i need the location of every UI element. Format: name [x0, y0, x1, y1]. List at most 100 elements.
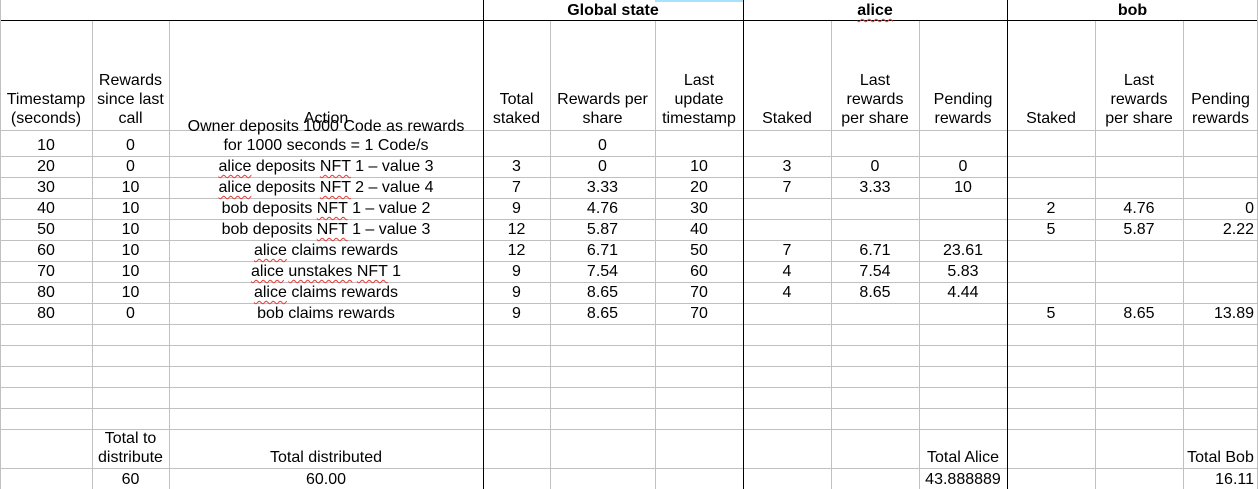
total-distributed-value[interactable]: 60.00 — [169, 470, 483, 489]
header-rewards-per-share[interactable]: Rewards per share — [550, 90, 655, 128]
cell-b-st[interactable]: 5 — [1007, 220, 1095, 239]
cell-a-st[interactable]: 7 — [743, 241, 831, 260]
cell-rps[interactable]: 8.65 — [550, 304, 655, 323]
cell-last[interactable]: 70 — [655, 283, 743, 302]
header-alice-last-rewards-per-share[interactable]: Last rewards per share — [831, 71, 919, 128]
cell-ts[interactable]: 80 — [0, 304, 92, 323]
cell-total[interactable]: 9 — [483, 199, 550, 218]
cell-a-pr[interactable]: 5.83 — [919, 262, 1007, 281]
cell-total[interactable]: 7 — [483, 178, 550, 197]
action-cell[interactable]: bob deposits NFT 1 – value 3 — [169, 220, 483, 239]
cell-ts[interactable]: 20 — [0, 157, 92, 176]
header-timestamp[interactable]: Timestamp (seconds) — [0, 90, 92, 128]
cell-total[interactable]: 9 — [483, 283, 550, 302]
cell-b-st[interactable]: 5 — [1007, 304, 1095, 323]
cell-a-pr[interactable]: 4.44 — [919, 283, 1007, 302]
cell-ts[interactable]: 50 — [0, 220, 92, 239]
action-cell[interactable]: Owner deposits 1000 Code as rewards for 1… — [169, 117, 483, 155]
cell-rps[interactable]: 6.71 — [550, 241, 655, 260]
cell-ts[interactable]: 40 — [0, 199, 92, 218]
header-rewards-since-last-call[interactable]: Rewards since last call — [92, 71, 169, 128]
header-bob-staked[interactable]: Staked — [1007, 109, 1095, 128]
header-alice-staked[interactable]: Staked — [743, 109, 831, 128]
cell-ts[interactable]: 60 — [0, 241, 92, 260]
cell-last[interactable]: 40 — [655, 220, 743, 239]
cell-b-pr[interactable]: 2.22 — [1183, 220, 1258, 239]
total-distributed-label[interactable]: Total distributed — [169, 448, 483, 467]
cell-last[interactable]: 60 — [655, 262, 743, 281]
cell-rs[interactable]: 10 — [92, 199, 169, 218]
cell-b-lr[interactable]: 5.87 — [1095, 220, 1183, 239]
header-bob-pending-rewards[interactable]: Pending rewards — [1183, 90, 1258, 128]
group-bob[interactable]: bob — [1007, 1, 1258, 20]
cell-b-lr[interactable]: 4.76 — [1095, 199, 1183, 218]
cell-b-pr[interactable]: 13.89 — [1183, 304, 1258, 323]
cell-last[interactable]: 70 — [655, 304, 743, 323]
cell-total[interactable]: 9 — [483, 304, 550, 323]
total-bob-value[interactable]: 16.11 — [1183, 470, 1258, 489]
cell-b-st[interactable]: 2 — [1007, 199, 1095, 218]
cell-total[interactable]: 12 — [483, 220, 550, 239]
action-cell[interactable]: alice deposits NFT 2 – value 4 — [169, 178, 483, 197]
cell-rps[interactable]: 5.87 — [550, 220, 655, 239]
action-cell[interactable]: alice claims rewards — [169, 241, 483, 260]
cell-rps[interactable]: 0 — [550, 157, 655, 176]
cell-a-lr[interactable]: 7.54 — [831, 262, 919, 281]
cell-total[interactable]: 3 — [483, 157, 550, 176]
cell-rps[interactable]: 3.33 — [550, 178, 655, 197]
cell-ts[interactable]: 10 — [0, 136, 92, 155]
total-to-distribute-label[interactable]: Total to distribute — [92, 429, 169, 467]
cell-total[interactable]: 9 — [483, 262, 550, 281]
cell-last[interactable]: 20 — [655, 178, 743, 197]
cell-ts[interactable]: 30 — [0, 178, 92, 197]
cell-rs[interactable]: 0 — [92, 157, 169, 176]
header-last-update-timestamp[interactable]: Last update timestamp — [655, 71, 743, 128]
cell-rps[interactable]: 0 — [550, 136, 655, 155]
cell-rps[interactable]: 8.65 — [550, 283, 655, 302]
cell-rs[interactable]: 10 — [92, 220, 169, 239]
cell-a-lr[interactable]: 6.71 — [831, 241, 919, 260]
cell-rps[interactable]: 4.76 — [550, 199, 655, 218]
group-alice[interactable]: alice — [743, 1, 1007, 20]
header-total-staked[interactable]: Total staked — [483, 90, 550, 128]
cell-rs[interactable]: 0 — [92, 136, 169, 155]
cell-total[interactable]: 12 — [483, 241, 550, 260]
cell-rps[interactable]: 7.54 — [550, 262, 655, 281]
cell-a-lr[interactable]: 8.65 — [831, 283, 919, 302]
cell-last[interactable]: 10 — [655, 157, 743, 176]
group-global-state[interactable]: Global state — [483, 1, 743, 20]
action-cell[interactable]: alice deposits NFT 1 – value 3 — [169, 157, 483, 176]
cell-ts[interactable]: 70 — [0, 262, 92, 281]
cell-a-st[interactable]: 4 — [743, 262, 831, 281]
cell-a-lr[interactable]: 3.33 — [831, 178, 919, 197]
cell-rs[interactable]: 0 — [92, 304, 169, 323]
cell-a-st[interactable]: 3 — [743, 157, 831, 176]
action-cell[interactable]: bob claims rewards — [169, 304, 483, 323]
cell-b-lr[interactable]: 8.65 — [1095, 304, 1183, 323]
total-to-distribute-value[interactable]: 60 — [92, 470, 169, 489]
cell-ts[interactable]: 80 — [0, 283, 92, 302]
cell-a-st[interactable]: 7 — [743, 178, 831, 197]
cell-a-st[interactable]: 4 — [743, 283, 831, 302]
cell-last[interactable]: 30 — [655, 199, 743, 218]
cell-a-pr[interactable]: 23.61 — [919, 241, 1007, 260]
cell-last[interactable]: 50 — [655, 241, 743, 260]
header-action[interactable]: Action — [169, 109, 483, 128]
cell-rs[interactable]: 10 — [92, 178, 169, 197]
header-alice-pending-rewards[interactable]: Pending rewards — [919, 90, 1007, 128]
action-cell[interactable]: alice unstakes NFT 1 — [169, 262, 483, 281]
total-alice-label[interactable]: Total Alice — [919, 448, 1007, 467]
total-alice-value[interactable]: 43.888889 — [919, 470, 1007, 489]
cell-rs[interactable]: 10 — [92, 241, 169, 260]
cell-rs[interactable]: 10 — [92, 262, 169, 281]
cell-rs[interactable]: 10 — [92, 283, 169, 302]
cell-a-pr[interactable]: 10 — [919, 178, 1007, 197]
header-bob-last-rewards-per-share[interactable]: Last rewards per share — [1095, 71, 1183, 128]
action-cell[interactable]: alice claims rewards — [169, 283, 483, 302]
total-bob-label[interactable]: Total Bob — [1183, 448, 1258, 467]
cell-b-pr[interactable]: 0 — [1183, 199, 1258, 218]
cell-a-lr[interactable]: 0 — [831, 157, 919, 176]
action-cell[interactable]: bob deposits NFT 1 – value 2 — [169, 199, 483, 218]
cell-a-pr[interactable]: 0 — [919, 157, 1007, 176]
